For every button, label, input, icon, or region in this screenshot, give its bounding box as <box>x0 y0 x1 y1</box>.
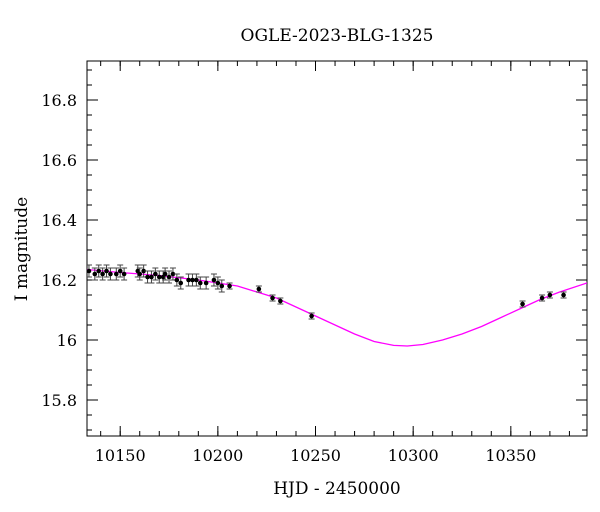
data-point <box>117 268 123 274</box>
x-tick-label: 10250 <box>290 446 341 465</box>
y-tick-label: 16 <box>57 331 77 350</box>
x-tick-label: 10200 <box>192 446 243 465</box>
data-point <box>547 292 553 298</box>
data-point <box>190 277 195 283</box>
data-point <box>141 268 146 274</box>
data-point <box>166 274 172 280</box>
data-point <box>270 295 275 301</box>
data-point <box>113 271 119 277</box>
y-tick-label: 16.2 <box>41 271 77 290</box>
data-point <box>170 271 176 277</box>
data-point <box>104 268 109 274</box>
data-point <box>100 271 105 277</box>
data-point <box>121 271 127 277</box>
data-point <box>561 292 566 298</box>
data-point <box>194 277 199 283</box>
plot-inner <box>87 264 587 347</box>
data-point <box>186 277 191 283</box>
y-tick-label: 15.8 <box>41 391 77 410</box>
data-point <box>137 271 143 277</box>
data-point <box>156 274 162 280</box>
data-point <box>149 274 154 280</box>
data-point <box>96 268 102 274</box>
data-point <box>145 274 150 280</box>
y-tick-label: 16.8 <box>41 91 77 110</box>
data-point <box>153 271 158 277</box>
x-tick-labels: 10150 10200 10250 10300 10350 <box>95 446 537 465</box>
data-point <box>256 286 262 292</box>
model-curve <box>87 268 587 347</box>
y-tick-labels: 15.8 16 16.2 16.4 16.6 16.8 <box>41 91 77 410</box>
chart-title: OGLE-2023-BLG-1325 <box>241 26 434 46</box>
data-point <box>539 295 545 301</box>
data-point <box>219 283 225 289</box>
data-point <box>174 277 180 283</box>
data-point <box>309 313 314 319</box>
data-point <box>227 283 232 289</box>
data-point <box>203 280 209 286</box>
axis-ticks <box>87 61 587 436</box>
data-point <box>215 280 221 286</box>
data-point <box>197 280 203 286</box>
y-axis-label: I magnitude <box>12 197 32 301</box>
x-tick-label: 10350 <box>485 446 536 465</box>
plot-frame <box>86 60 588 437</box>
x-tick-label: 10150 <box>95 446 146 465</box>
x-axis-label: HJD - 2450000 <box>273 479 401 499</box>
y-tick-label: 16.4 <box>41 211 77 230</box>
plot-area <box>87 264 587 347</box>
data-point <box>278 298 283 304</box>
y-tick-label: 16.6 <box>41 151 77 170</box>
data-point <box>87 268 92 274</box>
data-point <box>178 280 184 286</box>
x-tick-label: 10300 <box>388 446 439 465</box>
data-point <box>108 271 113 277</box>
data-point <box>211 277 217 283</box>
data-point <box>92 271 98 277</box>
data-point <box>162 271 168 277</box>
data-point <box>520 301 525 307</box>
